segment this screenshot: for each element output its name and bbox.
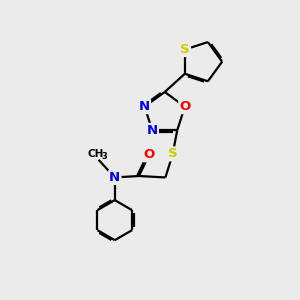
Circle shape xyxy=(143,149,155,161)
Circle shape xyxy=(179,44,191,56)
Text: 3: 3 xyxy=(101,152,107,161)
Circle shape xyxy=(139,101,150,112)
Text: O: O xyxy=(144,148,155,161)
Text: CH: CH xyxy=(87,149,104,160)
Text: S: S xyxy=(180,43,190,56)
Text: S: S xyxy=(168,147,178,161)
Circle shape xyxy=(109,172,121,183)
Text: O: O xyxy=(179,100,191,113)
Circle shape xyxy=(179,101,191,112)
Text: N: N xyxy=(109,171,120,184)
Circle shape xyxy=(146,124,158,136)
Circle shape xyxy=(167,148,179,160)
Text: N: N xyxy=(139,100,150,113)
Text: N: N xyxy=(147,124,158,137)
